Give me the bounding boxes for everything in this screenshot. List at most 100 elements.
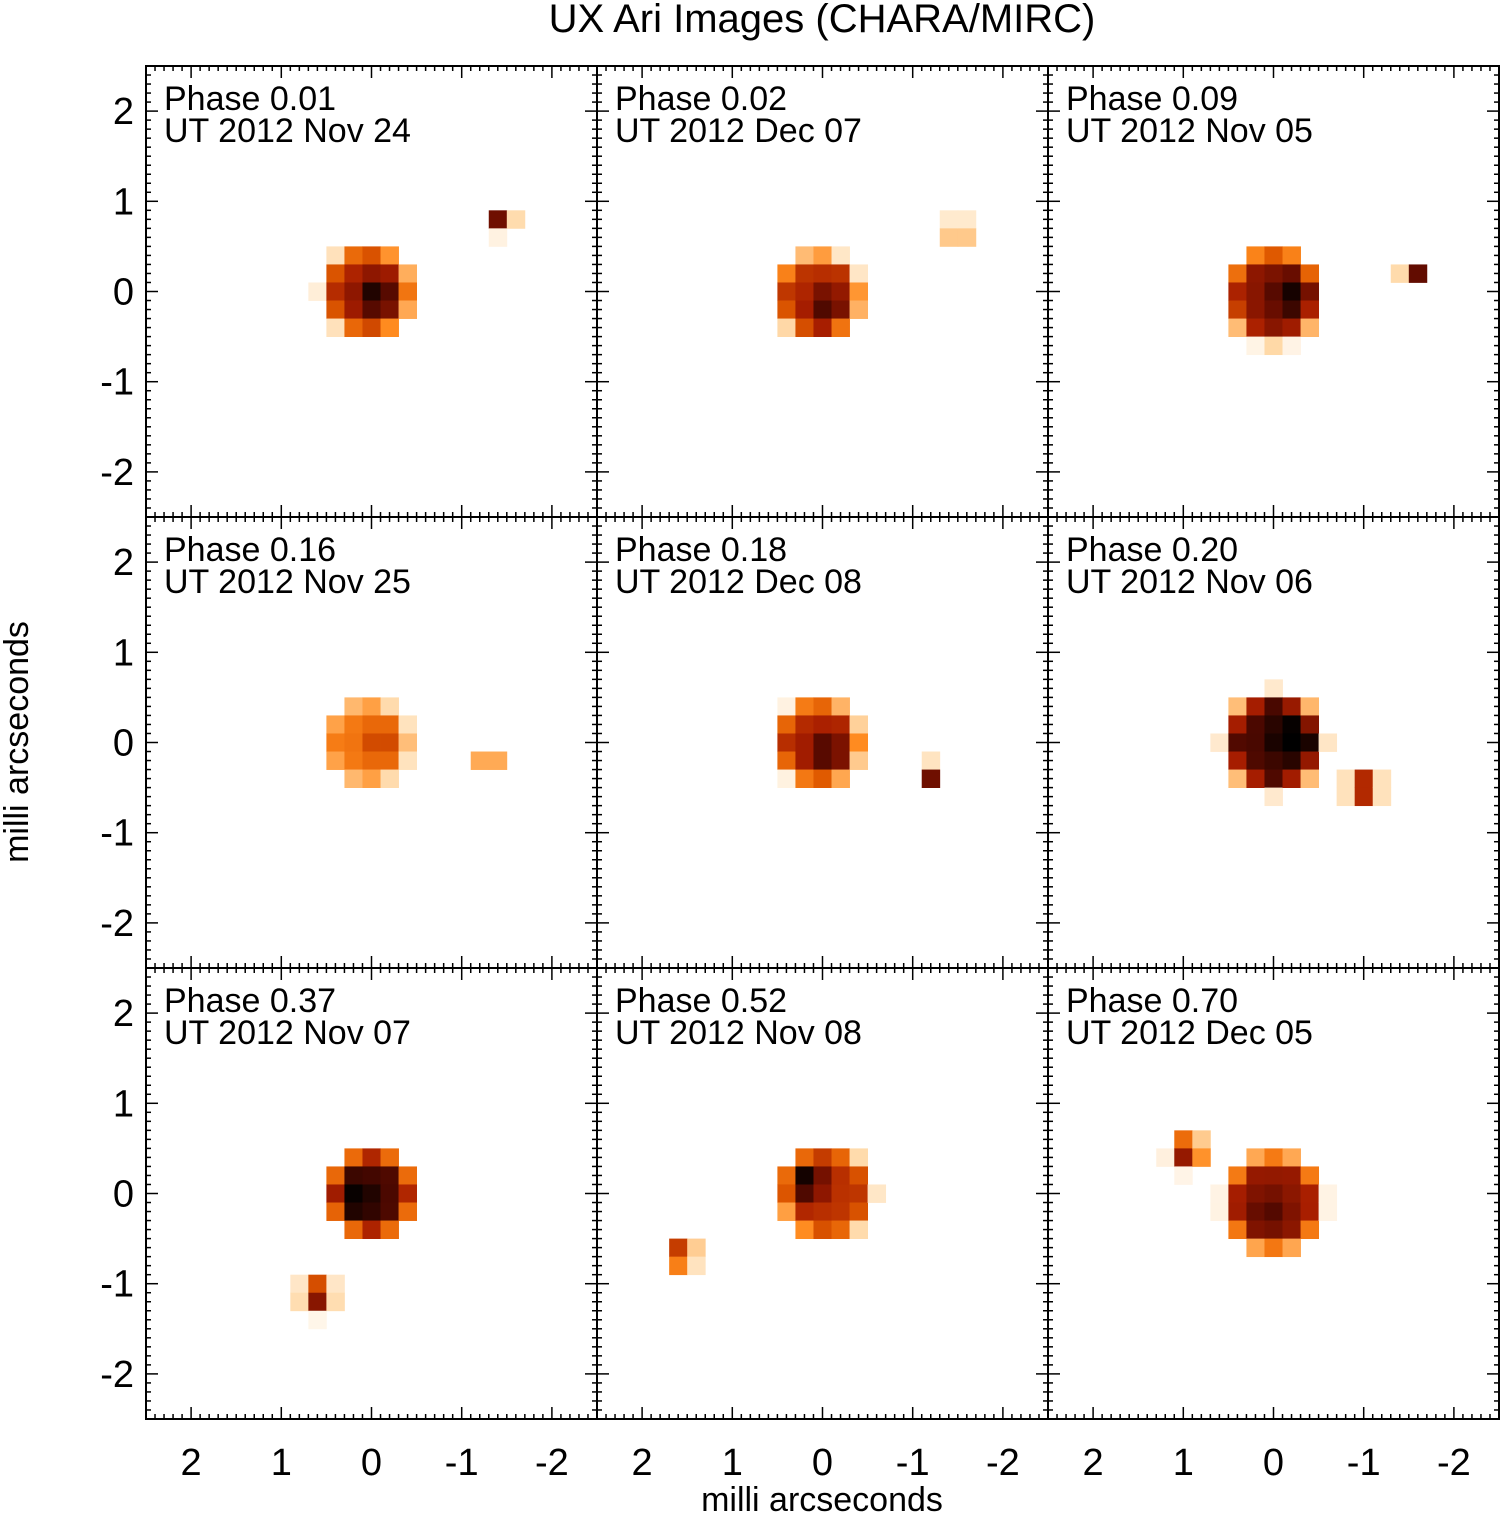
intensity-pixel — [921, 751, 941, 770]
intensity-pixel — [380, 769, 399, 788]
y-tick-label: 1 — [113, 632, 134, 674]
intensity-pixel — [1264, 679, 1283, 698]
intensity-pixel — [1174, 1166, 1193, 1185]
intensity-pixel — [1300, 1166, 1319, 1185]
intensity-pixel — [813, 300, 832, 319]
intensity-pixel — [777, 1202, 796, 1221]
intensity-pixel — [777, 318, 796, 337]
x-tick-label: 1 — [1173, 1442, 1194, 1484]
intensity-pixel — [1354, 787, 1374, 807]
axis-ticks — [1047, 967, 1500, 1420]
intensity-pixel — [326, 1202, 345, 1221]
intensity-pixel — [362, 300, 381, 319]
intensity-pixel — [669, 1238, 688, 1258]
intensity-pixel — [308, 1292, 327, 1312]
intensity-pixel — [957, 210, 977, 229]
intensity-pixel — [326, 1274, 345, 1294]
intensity-pixel — [1264, 264, 1283, 283]
intensity-pixel — [813, 1184, 832, 1203]
intensity-map — [290, 1148, 417, 1330]
intensity-pixel — [380, 264, 399, 283]
x-tick-label: 0 — [1263, 1442, 1284, 1484]
intensity-pixel — [849, 300, 868, 319]
intensity-pixel — [777, 300, 796, 319]
intensity-pixel — [795, 300, 814, 319]
intensity-pixel — [777, 769, 796, 788]
intensity-pixel — [326, 733, 345, 752]
intensity-pixel — [1246, 733, 1265, 752]
intensity-pixel — [1192, 1148, 1211, 1167]
intensity-pixel — [488, 751, 508, 770]
intensity-pixel — [1282, 697, 1301, 716]
intensity-pixel — [326, 1166, 345, 1185]
intensity-pixel — [957, 228, 977, 247]
intensity-pixel — [1300, 1184, 1319, 1203]
intensity-pixel — [1390, 264, 1410, 283]
intensity-pixel — [813, 751, 832, 770]
x-tick-label: 1 — [722, 1442, 743, 1484]
date-label: UT 2012 Nov 05 — [1066, 112, 1313, 150]
intensity-pixel — [1246, 1238, 1265, 1258]
intensity-pixel — [1228, 697, 1247, 716]
x-tick-label: 2 — [632, 1442, 653, 1484]
intensity-pixel — [362, 1202, 381, 1221]
intensity-pixel — [831, 1220, 850, 1239]
intensity-pixel — [849, 733, 868, 752]
intensity-pixel — [1300, 282, 1319, 301]
intensity-pixel — [1264, 733, 1283, 752]
intensity-pixel — [1300, 697, 1319, 716]
y-tick-label: -2 — [100, 452, 134, 494]
intensity-pixel — [1264, 1166, 1283, 1185]
y-tick-label: 2 — [113, 993, 134, 1035]
intensity-pixel — [380, 1148, 399, 1167]
intensity-pixel — [813, 733, 832, 752]
intensity-pixel — [398, 1166, 417, 1185]
intensity-pixel — [326, 1292, 345, 1312]
intensity-pixel — [1228, 1202, 1247, 1221]
intensity-pixel — [777, 751, 796, 770]
y-tick-label: 2 — [113, 91, 134, 133]
intensity-pixel — [777, 1166, 796, 1185]
x-tick-label: -2 — [986, 1442, 1020, 1484]
intensity-pixel — [1300, 733, 1319, 752]
date-label: UT 2012 Nov 08 — [615, 1014, 862, 1052]
intensity-pixel — [344, 697, 363, 716]
intensity-pixel — [1228, 1220, 1247, 1239]
intensity-pixel — [831, 769, 850, 788]
intensity-pixel — [849, 1220, 868, 1239]
intensity-pixel — [1228, 769, 1247, 788]
intensity-pixel — [777, 264, 796, 283]
intensity-pixel — [1210, 1202, 1229, 1221]
intensity-pixel — [380, 715, 399, 734]
intensity-pixel — [344, 1220, 363, 1239]
intensity-pixel — [813, 318, 832, 337]
intensity-pixel — [1246, 282, 1265, 301]
intensity-pixel — [849, 751, 868, 770]
intensity-pixel — [380, 697, 399, 716]
intensity-pixel — [344, 1202, 363, 1221]
intensity-pixel — [326, 300, 345, 319]
intensity-pixel — [1300, 264, 1319, 283]
intensity-pixel — [1408, 264, 1428, 283]
intensity-pixel — [1282, 282, 1301, 301]
intensity-pixel — [813, 264, 832, 283]
x-tick-label: -1 — [445, 1442, 479, 1484]
intensity-pixel — [1282, 715, 1301, 734]
intensity-pixel — [1282, 318, 1301, 337]
intensity-pixel — [362, 697, 381, 716]
intensity-pixel — [831, 1148, 850, 1167]
intensity-pixel — [1246, 1166, 1265, 1185]
y-tick-label: 0 — [113, 1174, 134, 1216]
intensity-pixel — [1228, 318, 1247, 337]
intensity-pixel — [813, 1148, 832, 1167]
phase-label: Phase 0.70 — [1066, 982, 1238, 1020]
intensity-pixel — [1300, 769, 1319, 788]
intensity-pixel — [1210, 1184, 1229, 1203]
intensity-pixel — [470, 751, 490, 770]
intensity-pixel — [849, 1148, 868, 1167]
